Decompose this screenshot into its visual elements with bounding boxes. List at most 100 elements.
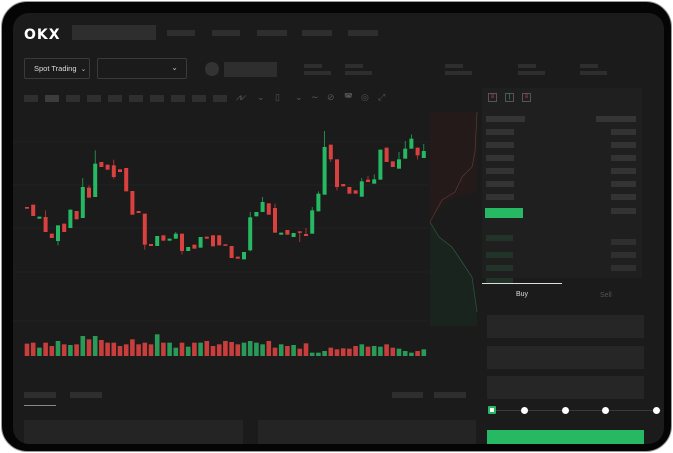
volume-bar — [291, 345, 296, 356]
candle-body — [68, 209, 73, 228]
interval-button[interactable] — [108, 95, 122, 102]
volume-bar — [328, 347, 334, 356]
amount-input[interactable] — [487, 346, 644, 369]
volume-bar — [179, 342, 185, 356]
candle-body — [310, 210, 315, 234]
filter-button[interactable] — [392, 392, 423, 398]
bids-depth-line — [429, 221, 478, 313]
tab-open-orders[interactable] — [24, 392, 56, 398]
interval-button[interactable] — [150, 95, 164, 102]
total-input[interactable] — [487, 376, 644, 399]
candle-body — [366, 179, 370, 182]
volume-bar — [278, 344, 284, 356]
ask-amount — [611, 208, 636, 214]
ask-price — [486, 168, 514, 174]
volume-bar — [68, 345, 73, 356]
candle-body — [198, 237, 203, 248]
okx-logo[interactable]: OKX — [24, 27, 61, 43]
ask-amount — [611, 194, 636, 200]
interval-button[interactable] — [171, 95, 185, 102]
volume-bar — [223, 341, 228, 356]
volume-bar — [229, 342, 234, 356]
volume-bar — [185, 346, 191, 356]
slider-stop[interactable] — [562, 407, 569, 414]
volume-bar — [421, 349, 427, 356]
stat-label — [445, 64, 463, 68]
chevron-down-icon[interactable]: ⌄ — [257, 92, 265, 102]
volume-bar — [247, 341, 253, 356]
camera-icon[interactable]: ◚ — [344, 92, 353, 102]
tab-sell[interactable]: Sell — [600, 292, 612, 299]
volume-bar — [192, 342, 197, 356]
interval-button[interactable] — [87, 95, 101, 102]
candle-body — [62, 223, 67, 232]
candle-body — [291, 233, 296, 237]
volume-bar — [204, 341, 210, 356]
fullscreen-icon[interactable]: ⤢ — [378, 92, 386, 102]
candle-body — [25, 207, 29, 209]
nav-item[interactable] — [212, 30, 240, 36]
candle-body — [124, 168, 129, 192]
nav-item[interactable] — [302, 30, 332, 36]
interval-button[interactable] — [192, 95, 206, 102]
orderbook-both-icon[interactable]: ≡ — [488, 93, 497, 102]
volume-bar — [61, 344, 67, 356]
interval-button[interactable] — [66, 95, 80, 102]
bid-amount — [611, 239, 636, 245]
tab-buy[interactable]: Buy — [516, 291, 529, 298]
pair-select[interactable]: ⌄ — [97, 58, 187, 79]
volume-bar — [55, 341, 61, 356]
candle-body — [111, 165, 116, 177]
line-tool-icon[interactable]: ∼ — [311, 92, 319, 102]
volume-bar — [49, 346, 55, 356]
indicator-icon[interactable]: ⩘⩗ — [236, 92, 247, 102]
slider-stop[interactable] — [602, 407, 609, 414]
depth-chart — [429, 112, 478, 326]
volume-bar — [384, 344, 389, 356]
volume-bar — [285, 346, 290, 356]
interval-button-active[interactable] — [45, 95, 59, 102]
tab-order-history[interactable] — [70, 392, 102, 398]
candle-body — [142, 213, 147, 245]
candle-body — [204, 236, 209, 239]
candle-body — [378, 149, 383, 180]
candle-body — [409, 138, 414, 149]
slider-track[interactable] — [491, 410, 661, 411]
ask-amount — [611, 155, 636, 161]
candle-body — [322, 147, 327, 195]
candle-body — [149, 244, 153, 246]
ruler-icon[interactable]: ⊘ — [327, 92, 335, 102]
stat-value — [304, 71, 331, 75]
price-input[interactable] — [487, 315, 644, 338]
ask-price — [486, 129, 514, 135]
volume-bar — [92, 336, 98, 356]
nav-item[interactable] — [348, 30, 378, 36]
settings-icon[interactable]: ◎ — [361, 92, 369, 102]
volume-bar — [390, 347, 396, 356]
volume-bar — [210, 346, 216, 356]
slider-stop[interactable] — [521, 407, 528, 414]
market-type-select[interactable]: Spot Trading ⌄ — [24, 58, 90, 79]
interval-button[interactable] — [129, 95, 143, 102]
filter-button[interactable] — [434, 392, 466, 398]
slider-handle[interactable] — [488, 406, 496, 414]
volume-bar — [260, 344, 265, 356]
search-placeholder[interactable] — [72, 25, 156, 40]
bid-price — [486, 265, 513, 271]
slider-stop[interactable] — [653, 407, 660, 414]
interval-button[interactable] — [24, 95, 38, 102]
nav-item[interactable] — [167, 30, 195, 36]
chart-type-icon[interactable]: ▯ — [275, 92, 280, 102]
chevron-down-icon[interactable]: ⌄ — [295, 92, 303, 102]
nav-item[interactable] — [257, 30, 287, 36]
candle-body — [341, 184, 346, 187]
candlestick-chart[interactable] — [13, 112, 428, 377]
orderbook-asks-icon[interactable]: ≡ — [522, 93, 531, 102]
buy-submit-button[interactable] — [487, 430, 644, 444]
interval-button[interactable] — [213, 95, 227, 102]
volume-bar — [148, 344, 154, 356]
candle-body — [260, 202, 265, 212]
candle-body — [74, 211, 79, 220]
bid-price — [486, 252, 513, 258]
orderbook-bids-icon[interactable]: | — [505, 93, 514, 102]
